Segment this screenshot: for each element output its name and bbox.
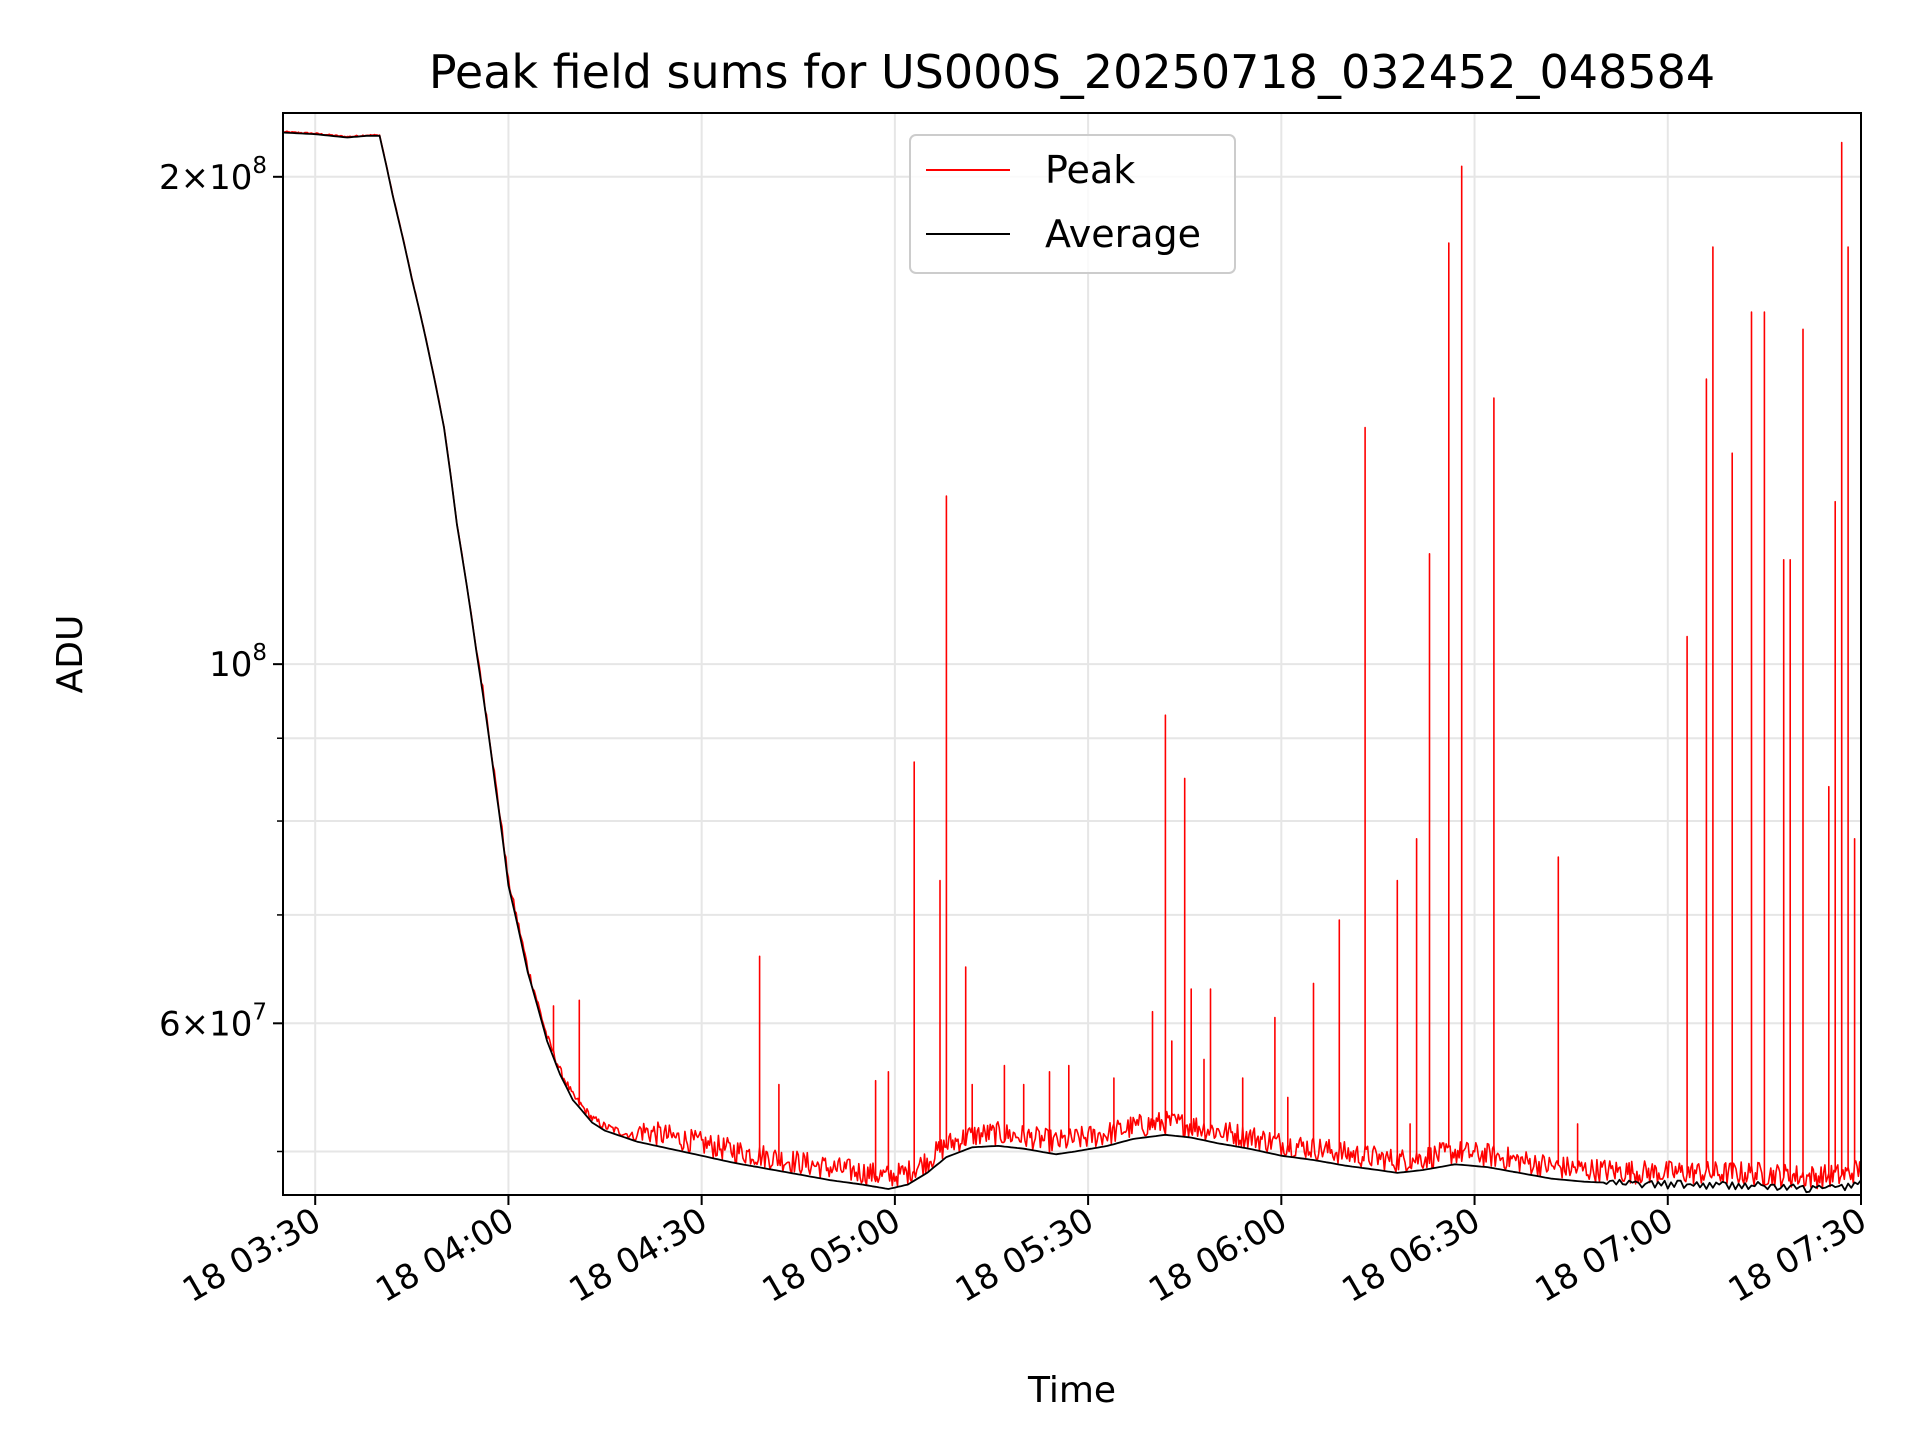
y-axis-ticks: 2×108 108 6×107 [159, 153, 283, 1153]
series-peak [283, 113, 1861, 1190]
series-average [283, 131, 1861, 1194]
y-tick-label: 2×108 [159, 153, 267, 198]
legend-average-label: Average [1045, 212, 1201, 256]
y-tick-label: 6×107 [159, 999, 267, 1044]
peak-line [283, 113, 1861, 1190]
x-axis-label: Time [1027, 1370, 1116, 1411]
legend: Peak Average [909, 134, 1236, 274]
chart-title: Peak field sums for US000S_20250718_0324… [429, 45, 1715, 99]
average-line [283, 131, 1861, 1194]
y-axis-label: ADU [50, 615, 91, 694]
plot-frame [282, 112, 1862, 1196]
y-tick-label: 108 [209, 640, 267, 685]
legend-peak-label: Peak [1045, 148, 1135, 192]
